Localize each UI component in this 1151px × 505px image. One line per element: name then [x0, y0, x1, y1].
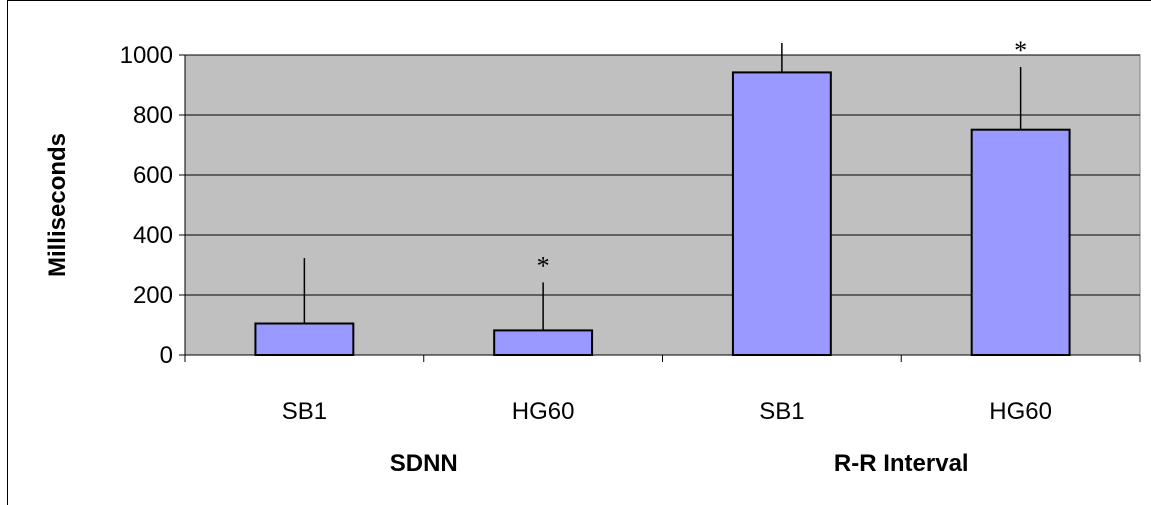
bars — [254, 43, 1071, 357]
y-tick-label: 400 — [133, 222, 173, 249]
group-label: R-R Interval — [834, 450, 969, 477]
y-axis-title: Milliseconds — [44, 133, 71, 277]
bar — [970, 128, 1071, 356]
group-label: SDNN — [390, 450, 458, 477]
bar — [731, 71, 832, 357]
bar — [254, 322, 355, 356]
y-tick-label: 1000 — [120, 42, 173, 69]
axes — [179, 54, 1141, 362]
y-tick-label: 600 — [133, 162, 173, 189]
x-category-label: SB1 — [282, 398, 327, 425]
bar — [493, 329, 594, 356]
labels: 0 200 400 600 800 1000 SB1 * HG60 SB1 * HG60 SDNN R-R… — [120, 36, 1052, 477]
x-category-label: HG60 — [512, 398, 575, 425]
chart-frame — [7, 0, 1151, 505]
x-category-label: SB1 — [759, 398, 804, 425]
significance-marker: * — [1014, 36, 1027, 65]
x-category-label: HG60 — [989, 398, 1052, 425]
y-tick-label: 200 — [133, 282, 173, 309]
y-tick-label: 800 — [133, 102, 173, 129]
significance-marker: * — [537, 251, 550, 280]
y-tick-label: 0 — [160, 342, 173, 369]
